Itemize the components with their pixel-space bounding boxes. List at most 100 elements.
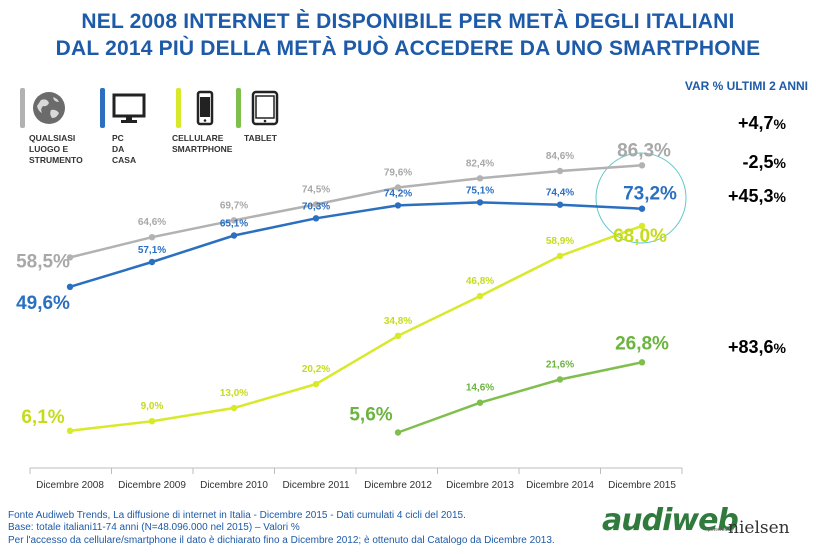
- x-tick-label: Dicembre 2010: [200, 480, 268, 491]
- data-point: [476, 292, 484, 300]
- series-line: [69, 201, 643, 288]
- data-label: 74,4%: [546, 188, 574, 199]
- data-label: 34,8%: [384, 316, 412, 327]
- smartphone-icon: [196, 90, 214, 126]
- variation-sign: +: [727, 186, 739, 206]
- nielsen-logo: nielsen: [728, 518, 790, 538]
- variation-percent: %: [773, 340, 786, 356]
- variation-any: +4,7%: [696, 113, 786, 134]
- data-point: [638, 359, 646, 366]
- highlight-circle: [595, 152, 687, 244]
- globe-icon: [33, 92, 65, 124]
- data-label: 86,3%: [617, 140, 671, 161]
- x-tick-label: Dicembre 2014: [526, 480, 594, 491]
- data-label: 73,2%: [623, 184, 677, 205]
- data-label: 13,0%: [220, 388, 248, 399]
- data-point: [312, 201, 320, 208]
- page-title-line1: NEL 2008 INTERNET È DISPONIBILE PER METÀ…: [81, 10, 735, 33]
- x-tick-label: Dicembre 2008: [36, 480, 104, 491]
- variation-sign: -: [742, 152, 749, 172]
- data-point: [66, 427, 74, 434]
- data-label: 46,8%: [466, 276, 494, 287]
- data-label: 68,0%: [613, 226, 667, 247]
- series-line: [397, 361, 643, 434]
- variation-pc: -2,5%: [696, 152, 786, 173]
- variation-percent: %: [773, 189, 786, 205]
- legend-label: QUALSIASI LUOGO E STRUMENTO: [29, 133, 83, 165]
- data-point: [66, 283, 74, 290]
- x-tick-label: Dicembre 2012: [364, 480, 432, 491]
- legend-color-bar: [236, 88, 241, 128]
- data-label: 58,9%: [546, 236, 574, 247]
- variation-percent: %: [773, 155, 786, 171]
- data-point: [556, 376, 564, 383]
- monitor-icon: [112, 93, 146, 123]
- data-label: 74,2%: [384, 188, 412, 199]
- data-label: 64,6%: [138, 217, 166, 228]
- data-label: 82,4%: [466, 158, 494, 169]
- legend-label: CELLULARE SMARTPHONE: [172, 133, 233, 154]
- data-point: [556, 201, 564, 208]
- data-point: [638, 162, 646, 169]
- data-point: [312, 380, 320, 388]
- x-tick-label: Dicembre 2009: [118, 480, 186, 491]
- footer-base: Base: totale italiani11-74 anni (N=48.09…: [8, 522, 300, 533]
- data-label: 9,0%: [141, 401, 164, 412]
- data-label: 69,7%: [220, 200, 248, 211]
- legend-color-bar: [176, 88, 181, 128]
- tablet-icon: [251, 90, 279, 126]
- data-point: [394, 429, 402, 436]
- data-point: [230, 232, 238, 239]
- variation-smartphone: +45,3%: [696, 186, 786, 207]
- variation-tablet: +83,6%: [696, 337, 786, 358]
- variation-percent: %: [773, 116, 786, 132]
- variation-sign: +: [727, 337, 739, 357]
- variation-sign: +: [738, 113, 749, 133]
- data-label: 75,1%: [466, 185, 494, 196]
- variation-header: VAR % ULTIMI 2 ANNI: [684, 79, 808, 93]
- data-point: [148, 258, 156, 266]
- variation-number: 4,7: [748, 113, 774, 133]
- page-title-line2: DAL 2014 PIÙ DELLA METÀ PUÒ ACCEDERE DA …: [55, 37, 761, 60]
- data-label: 6,1%: [21, 407, 64, 428]
- variation-number: 45,3: [738, 186, 774, 206]
- data-point: [148, 234, 156, 241]
- data-label: 57,1%: [138, 245, 166, 256]
- variation-number: 2,5: [748, 152, 774, 172]
- data-point: [394, 184, 402, 191]
- data-label: 84,6%: [546, 151, 574, 162]
- data-point: [638, 222, 646, 230]
- data-point: [476, 199, 484, 206]
- data-label: 49,6%: [16, 293, 70, 314]
- series-line: [69, 224, 643, 433]
- series-line: [69, 164, 643, 259]
- data-point: [556, 167, 564, 175]
- data-point: [66, 254, 74, 261]
- data-label: 58,5%: [16, 251, 70, 272]
- data-point: [230, 217, 238, 224]
- legend-color-bar: [20, 88, 25, 128]
- x-tick-label: Dicembre 2011: [282, 480, 350, 491]
- data-point: [556, 252, 564, 260]
- data-label: 14,6%: [466, 383, 494, 394]
- legend-label: TABLET: [244, 133, 277, 143]
- legend-label: PC DA CASA: [112, 133, 137, 165]
- data-point: [638, 205, 646, 212]
- footer-note: Per l'accesso da cellulare/smartphone il…: [8, 535, 555, 546]
- audiweb-logo: audiweb: [602, 503, 739, 538]
- data-point: [476, 399, 484, 406]
- data-point: [230, 404, 238, 412]
- variation-number: 83,6: [738, 337, 774, 357]
- data-label: 79,6%: [384, 168, 412, 179]
- data-label: 74,5%: [302, 184, 330, 195]
- data-point: [394, 202, 402, 209]
- legend-color-bar: [100, 88, 105, 128]
- data-label: 5,6%: [349, 404, 392, 425]
- data-point: [476, 175, 484, 182]
- x-tick-label: Dicembre 2013: [446, 480, 514, 491]
- x-tick-label: Dicembre 2015: [608, 480, 676, 491]
- data-label: 20,2%: [302, 364, 330, 375]
- data-label: 70,3%: [302, 201, 330, 212]
- powered-by-label: powered by: [708, 527, 734, 533]
